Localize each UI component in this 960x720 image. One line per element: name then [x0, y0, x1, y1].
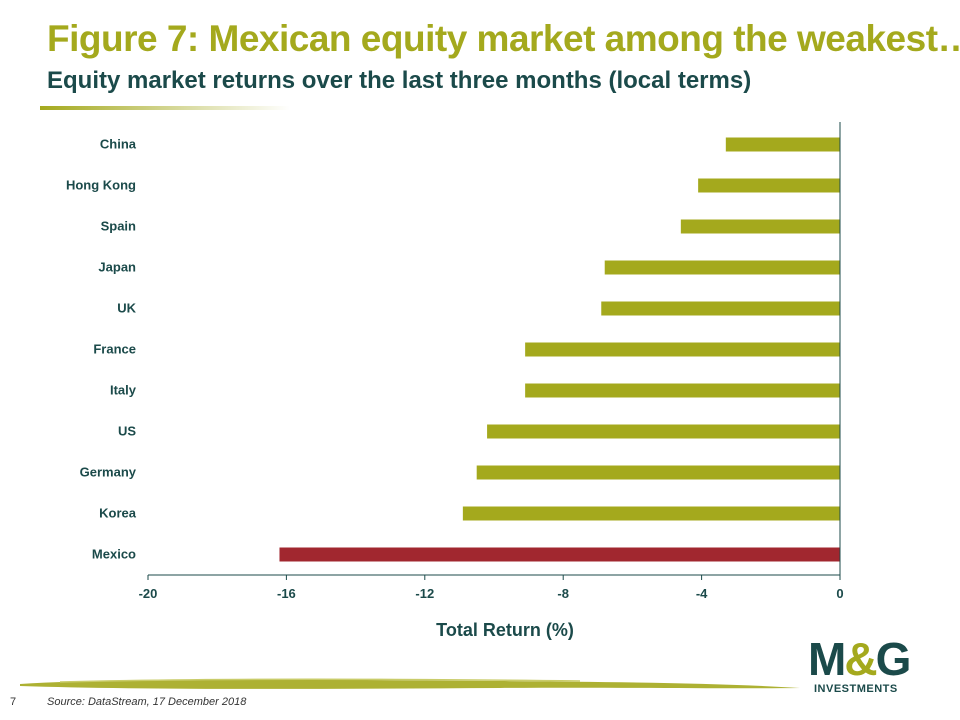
bar: [601, 301, 840, 316]
source-note: Source: DataStream, 17 December 2018: [47, 696, 247, 708]
bar: [476, 465, 840, 480]
bar-chart: China Hong Kong Spain Japan UK France Italy US G…: [66, 122, 844, 601]
bar: [525, 383, 840, 398]
y-tick-label: Spain: [101, 219, 136, 234]
bar: [725, 137, 840, 152]
x-tick-label: 0: [836, 586, 843, 601]
chart-subtitle: Equity market returns over the last thre…: [47, 67, 752, 94]
x-tick-label: -16: [277, 586, 296, 601]
x-axis-label: Total Return (%): [436, 620, 574, 640]
bar: [487, 424, 840, 439]
logo-ampersand: &: [844, 633, 877, 685]
y-tick-label: Mexico: [92, 547, 136, 562]
mg-investments-logo: M&G INVESTMENTS: [808, 635, 933, 697]
bar: [698, 178, 840, 193]
chart-title: Figure 7: Mexican equity market among th…: [47, 18, 960, 59]
title-underline: [40, 106, 290, 110]
x-tick-label: -8: [557, 586, 569, 601]
logo-letter-m: M: [808, 633, 846, 685]
brush-stroke-decoration: [20, 678, 800, 689]
x-tick-label: -20: [139, 586, 158, 601]
y-tick-label: Korea: [99, 506, 137, 521]
y-tick-label: Hong Kong: [66, 178, 136, 193]
logo-letter-g: G: [875, 633, 912, 685]
y-tick-label: Germany: [80, 465, 137, 480]
bar: [279, 547, 841, 562]
y-tick-label: France: [93, 342, 136, 357]
page-number: 7: [10, 696, 17, 708]
y-tick-label: UK: [117, 301, 136, 316]
bar: [680, 219, 840, 234]
x-tick-label: -12: [415, 586, 434, 601]
bar: [604, 260, 840, 275]
y-tick-label: Italy: [110, 383, 137, 398]
y-tick-label: China: [100, 137, 137, 152]
logo-wordmark: M&G: [808, 633, 912, 685]
y-tick-label: Japan: [98, 260, 136, 275]
x-tick-label: -4: [696, 586, 708, 601]
y-tick-label: US: [118, 424, 136, 439]
bar: [525, 342, 840, 357]
logo-subtitle: INVESTMENTS: [814, 683, 898, 695]
bar: [462, 506, 840, 521]
